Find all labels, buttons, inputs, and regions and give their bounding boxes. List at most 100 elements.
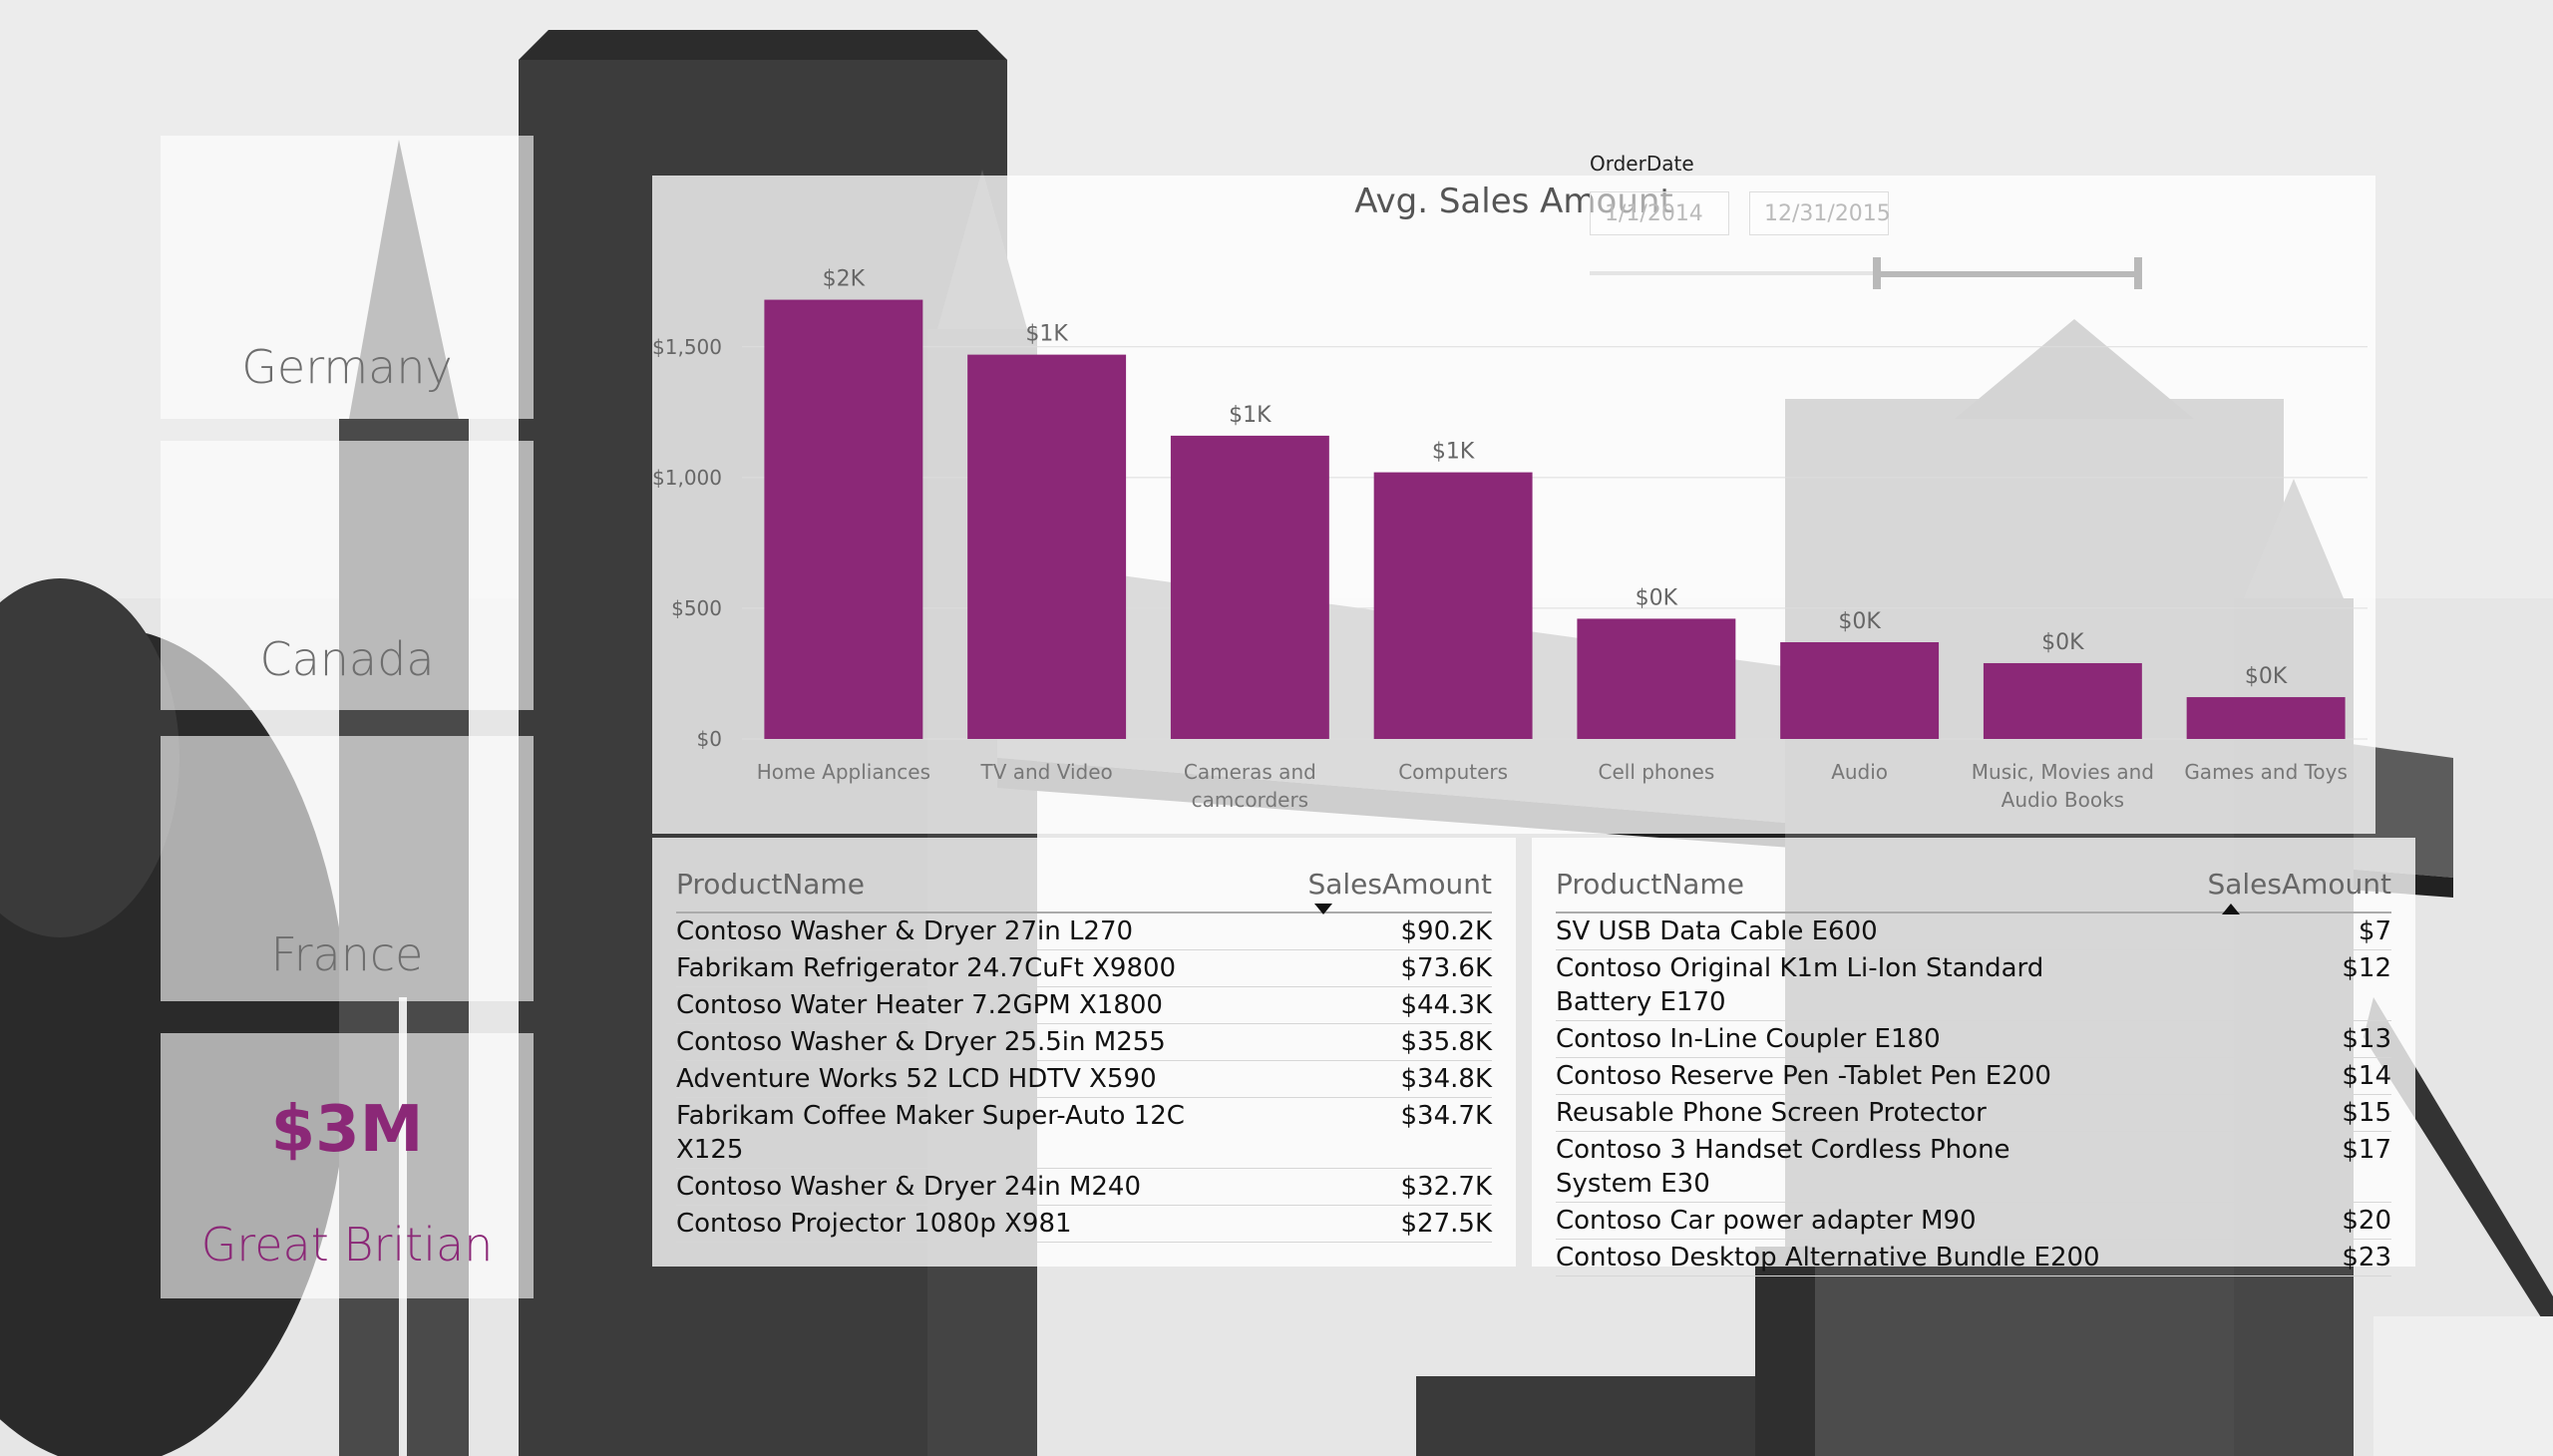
- table-row[interactable]: Reusable Phone Screen Protector $15: [1556, 1095, 2391, 1132]
- table-row[interactable]: Contoso In-Line Coupler E180 $13: [1556, 1021, 2391, 1058]
- country-tile-germany[interactable]: Germany: [161, 136, 534, 419]
- sales-amount-cell: $20: [2342, 1206, 2391, 1236]
- country-label: Germany: [241, 340, 453, 394]
- bar[interactable]: [967, 354, 1127, 739]
- table-row[interactable]: Contoso 3 Handset Cordless Phone System …: [1556, 1132, 2391, 1203]
- sales-amount-cell: $32.7K: [1400, 1172, 1492, 1202]
- product-name-cell: Contoso Washer & Dryer 27in L270: [676, 916, 1134, 946]
- sales-amount-cell: $90.2K: [1400, 916, 1492, 946]
- table-row[interactable]: Contoso Projector 1080p X981 $27.5K: [676, 1206, 1492, 1243]
- table-row[interactable]: Contoso Washer & Dryer 25.5in M255 $35.8K: [676, 1024, 1492, 1061]
- product-name-cell: Contoso Original K1m Li-Ion Standard Bat…: [1556, 953, 2044, 1017]
- order-date-slicer[interactable]: OrderDate 1/1/2014 12/31/2015: [1560, 140, 2170, 309]
- product-name-cell: SV USB Data Cable E600: [1556, 916, 1878, 946]
- sales-amount-cell: $15: [2342, 1098, 2391, 1128]
- start-date-input[interactable]: 1/1/2014: [1590, 191, 1729, 235]
- column-header-productname[interactable]: ProductName: [1556, 868, 1744, 901]
- sales-amount-cell: $17: [2342, 1135, 2391, 1165]
- column-header-salesamount[interactable]: SalesAmount: [1307, 868, 1492, 901]
- bar[interactable]: [764, 299, 923, 739]
- bar[interactable]: [1780, 642, 1940, 739]
- table-row[interactable]: Contoso Original K1m Li-Ion Standard Bat…: [1556, 950, 2391, 1021]
- x-tick-label: Computers: [1398, 760, 1508, 784]
- sort-descending-icon: [1314, 904, 1332, 914]
- table-row[interactable]: Adventure Works 52 LCD HDTV X590 $34.8K: [676, 1061, 1492, 1098]
- x-tick-label: Music, Movies and Audio Books: [1972, 760, 2154, 812]
- sales-amount-cell: $73.6K: [1400, 953, 1492, 983]
- product-name-cell: Contoso Water Heater 7.2GPM X1800: [676, 990, 1163, 1020]
- table-row[interactable]: Fabrikam Coffee Maker Super-Auto 12C X12…: [676, 1098, 1492, 1169]
- product-name-cell: Reusable Phone Screen Protector: [1556, 1098, 1987, 1128]
- bar[interactable]: [1983, 662, 2142, 739]
- y-tick-label: $1,000: [652, 466, 722, 490]
- data-label: $1K: [1025, 322, 1068, 347]
- bar[interactable]: [2186, 697, 2346, 739]
- product-name-cell: Contoso Washer & Dryer 25.5in M255: [676, 1027, 1166, 1057]
- date-slider-track[interactable]: [1590, 271, 2138, 275]
- table-row[interactable]: Contoso Car power adapter M90 $20: [1556, 1203, 2391, 1240]
- product-name-cell: Fabrikam Coffee Maker Super-Auto 12C X12…: [676, 1101, 1185, 1165]
- data-label: $1K: [1432, 440, 1475, 465]
- date-slider-range: [1877, 271, 2138, 277]
- product-name-cell: Contoso Car power adapter M90: [1556, 1206, 1977, 1236]
- sales-amount-cell: $34.8K: [1400, 1064, 1492, 1094]
- table-row[interactable]: Contoso Washer & Dryer 24in M240 $32.7K: [676, 1169, 1492, 1206]
- country-kpi-value: $3M: [270, 1093, 424, 1167]
- data-label: $0K: [1636, 585, 1678, 610]
- country-label: Canada: [259, 632, 435, 686]
- date-slider-start-handle[interactable]: [1873, 257, 1881, 289]
- end-date-input[interactable]: 12/31/2015: [1749, 191, 1891, 235]
- product-name-cell: Contoso Washer & Dryer 24in M240: [676, 1172, 1142, 1202]
- x-tick-label: Games and Toys: [2184, 760, 2348, 784]
- sales-amount-cell: $34.7K: [1400, 1101, 1492, 1131]
- y-tick-label: $1,500: [652, 335, 722, 359]
- slicer-title: OrderDate: [1590, 152, 1694, 176]
- table-row[interactable]: Contoso Water Heater 7.2GPM X1800 $44.3K: [676, 987, 1492, 1024]
- product-name-cell: Fabrikam Refrigerator 24.7CuFt X9800: [676, 953, 1177, 983]
- sales-amount-cell: $27.5K: [1400, 1209, 1492, 1239]
- data-label: $0K: [1838, 609, 1881, 634]
- x-tick-label: Home Appliances: [757, 760, 930, 784]
- x-tick-label: Cameras and camcorders: [1184, 760, 1316, 812]
- bar[interactable]: [1373, 472, 1533, 739]
- table-body: SV USB Data Cable E600 $7 Contoso Original…: [1556, 913, 2391, 1276]
- country-tile-great-britain[interactable]: $3M Great Britian: [161, 1033, 534, 1298]
- sales-amount-cell: $44.3K: [1400, 990, 1492, 1020]
- country-label: Great Britian: [200, 1218, 494, 1272]
- y-tick-label: $500: [671, 596, 722, 620]
- table-row[interactable]: Contoso Reserve Pen -Tablet Pen E200 $14: [1556, 1058, 2391, 1095]
- sales-amount-cell: $12: [2342, 953, 2391, 983]
- country-tile-france[interactable]: France: [161, 736, 534, 1001]
- column-header-productname[interactable]: ProductName: [676, 868, 865, 901]
- bottom-products-table: ProductName SalesAmount SV USB Data Cabl…: [1532, 838, 2415, 1276]
- bar-chart-svg: $0 $500 $1,000 $1,500 $2K Home Appliances $1K T…: [652, 267, 2368, 812]
- table-row[interactable]: Contoso Washer & Dryer 27in L270 $90.2K: [676, 913, 1492, 950]
- table-row[interactable]: SV USB Data Cable E600 $7: [1556, 913, 2391, 950]
- data-label: $0K: [2041, 630, 2084, 655]
- table-row[interactable]: Fabrikam Refrigerator 24.7CuFt X9800 $73.…: [676, 950, 1492, 987]
- bar[interactable]: [1170, 435, 1329, 739]
- top-products-table: ProductName SalesAmount Contoso Washer &…: [652, 838, 1516, 1267]
- sales-amount-cell: $13: [2342, 1024, 2391, 1054]
- country-label: France: [270, 927, 424, 981]
- data-label: $2K: [823, 267, 866, 292]
- table-row[interactable]: Contoso Desktop Alternative Bundle E200 $…: [1556, 1240, 2391, 1276]
- table-header: ProductName SalesAmount: [676, 852, 1492, 914]
- x-tick-label: Cell phones: [1599, 760, 1715, 784]
- date-slider-end-handle[interactable]: [2134, 257, 2142, 289]
- avg-sales-chart: $0 $500 $1,000 $1,500 $2K Home Appliances $1K T…: [652, 176, 2375, 834]
- bar[interactable]: [1577, 618, 1736, 739]
- product-name-cell: Contoso Reserve Pen -Tablet Pen E200: [1556, 1061, 2051, 1091]
- data-label: $0K: [2245, 664, 2288, 689]
- product-name-cell: Adventure Works 52 LCD HDTV X590: [676, 1064, 1157, 1094]
- sales-amount-cell: $23: [2342, 1243, 2391, 1273]
- data-label: $1K: [1229, 403, 1272, 428]
- country-tile-canada[interactable]: Canada: [161, 441, 534, 710]
- sales-amount-cell: $14: [2342, 1061, 2391, 1091]
- sales-amount-cell: $7: [2358, 916, 2391, 946]
- product-name-cell: Contoso In-Line Coupler E180: [1556, 1024, 1941, 1054]
- table-body: Contoso Washer & Dryer 27in L270 $90.2K Fa…: [676, 913, 1492, 1243]
- column-header-salesamount[interactable]: SalesAmount: [2207, 868, 2391, 901]
- table-header: ProductName SalesAmount: [1556, 852, 2391, 914]
- product-name-cell: Contoso 3 Handset Cordless Phone System …: [1556, 1135, 2010, 1199]
